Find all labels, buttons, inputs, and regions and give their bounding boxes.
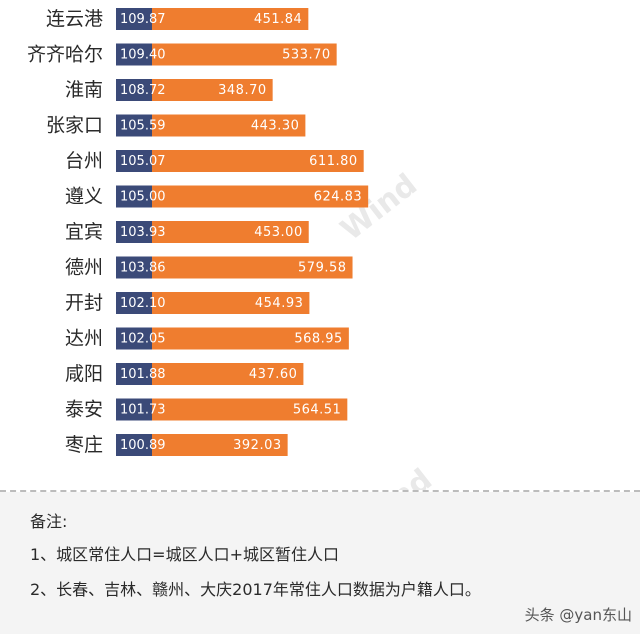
bar-dark — [116, 434, 152, 456]
bar-dark — [116, 327, 152, 350]
orange-value-label: 451.84 — [254, 12, 303, 27]
bar-chart: Wind Wind 连云港 109.87 451.84 齐齐哈尔 109.40 533.70… — [27, 8, 439, 490]
dark-value-label: 105.59 — [120, 119, 166, 134]
bar-orange — [152, 43, 337, 66]
bar-orange — [152, 398, 348, 421]
dark-value-label: 108.72 — [120, 83, 166, 98]
orange-value-label: 392.03 — [233, 438, 282, 453]
bar-dark — [116, 114, 152, 137]
notes-title: 备注: — [30, 512, 68, 531]
bar-dark — [116, 292, 152, 314]
source-tag: 头条 @yan东山 — [524, 606, 632, 624]
bars-layer: 连云港 109.87 451.84 齐齐哈尔 109.40 533.70 淮南 108.72 3… — [27, 8, 369, 456]
dark-value-label: 105.07 — [120, 154, 166, 169]
dark-value-label: 105.00 — [120, 190, 166, 205]
notes-divider — [0, 490, 640, 492]
bar-dark — [116, 43, 152, 66]
category-label: 连云港 — [46, 8, 103, 30]
bar-dark — [116, 150, 152, 172]
bar-dark — [116, 8, 152, 30]
bar-orange — [152, 150, 364, 172]
dark-value-label: 101.73 — [120, 403, 166, 418]
orange-value-label: 568.95 — [294, 332, 343, 347]
bar-dark — [116, 79, 152, 101]
dark-value-label: 101.88 — [120, 367, 166, 382]
dark-value-label: 109.40 — [120, 48, 166, 63]
bar-dark — [116, 185, 152, 208]
orange-value-label: 564.51 — [293, 403, 342, 418]
bar-dark — [116, 363, 152, 385]
category-label: 咸阳 — [65, 363, 103, 385]
orange-value-label: 453.00 — [254, 225, 303, 240]
bar-orange — [152, 221, 309, 243]
orange-value-label: 611.80 — [309, 154, 358, 169]
category-label: 宜宾 — [65, 221, 103, 243]
orange-value-label: 443.30 — [251, 119, 300, 134]
category-label: 德州 — [65, 257, 103, 279]
category-label: 齐齐哈尔 — [27, 44, 103, 66]
dark-value-label: 109.87 — [120, 12, 166, 27]
bar-dark — [116, 221, 152, 243]
category-label: 张家口 — [46, 115, 103, 137]
category-label: 台州 — [65, 150, 103, 172]
category-label: 泰安 — [65, 399, 103, 421]
category-label: 达州 — [65, 328, 103, 350]
notes-panel — [0, 492, 640, 634]
dark-value-label: 100.89 — [120, 438, 166, 453]
category-label: 遵义 — [65, 186, 103, 208]
orange-value-label: 579.58 — [298, 261, 347, 276]
watermark-text: Wind — [349, 462, 438, 490]
watermark-layer: Wind Wind — [334, 167, 438, 490]
orange-value-label: 454.93 — [255, 296, 304, 311]
bar-orange — [152, 363, 304, 385]
bar-orange — [152, 292, 310, 314]
category-label: 枣庄 — [65, 434, 103, 456]
dark-value-label: 102.05 — [120, 332, 166, 347]
bar-orange — [152, 327, 349, 350]
category-label: 开封 — [65, 292, 103, 314]
bar-dark — [116, 256, 152, 279]
orange-value-label: 348.70 — [218, 83, 267, 98]
bar-orange — [152, 8, 309, 30]
bar-orange — [152, 256, 353, 279]
dark-value-label: 103.93 — [120, 225, 166, 240]
orange-value-label: 624.83 — [314, 190, 363, 205]
orange-value-label: 437.60 — [249, 367, 298, 382]
bar-orange — [152, 114, 306, 137]
bar-orange — [152, 434, 288, 456]
category-label: 淮南 — [65, 79, 103, 101]
watermark-text: Wind — [334, 167, 423, 248]
bar-orange — [152, 185, 369, 208]
note-line-2: 2、长春、吉林、赣州、大庆2017年常住人口数据为户籍人口。 — [30, 580, 481, 599]
dark-value-label: 102.10 — [120, 296, 166, 311]
note-line-1: 1、城区常住人口=城区人口+城区暂住人口 — [30, 545, 339, 564]
orange-value-label: 533.70 — [282, 48, 331, 63]
bar-orange — [152, 79, 273, 101]
dark-value-label: 103.86 — [120, 261, 166, 276]
bar-dark — [116, 398, 152, 421]
